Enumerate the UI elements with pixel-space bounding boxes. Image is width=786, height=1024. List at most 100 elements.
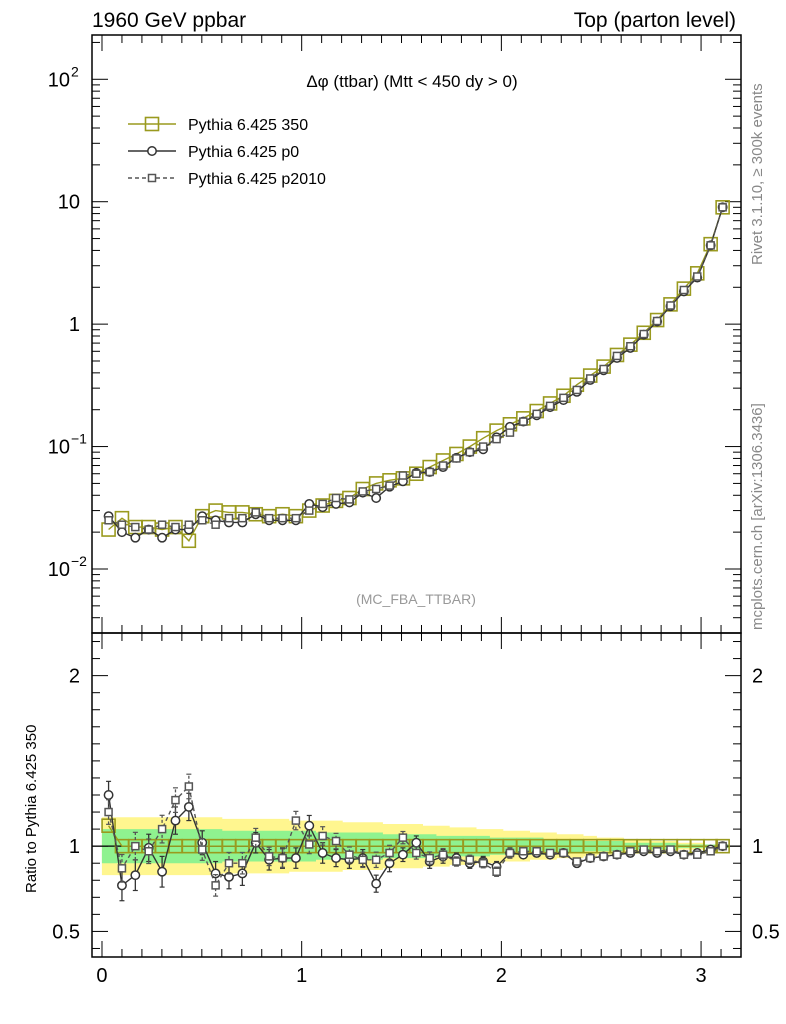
ratio-data-point	[718, 841, 727, 851]
legend-label: Pythia 6.425 350	[188, 117, 308, 134]
ratio-ylabel: Ratio to Pythia 6.425 350	[23, 725, 40, 893]
ratio-data-point	[103, 790, 114, 800]
main-data-point	[385, 481, 394, 490]
main-data-point	[117, 527, 127, 538]
ratio-data-point	[438, 850, 448, 859]
ratio-data-point	[278, 853, 287, 863]
main-data-point	[345, 495, 354, 504]
legend: Pythia 6.425 350 Pythia 6.425 p0 Pythia 6.…	[128, 116, 326, 188]
ratio-data-point	[412, 848, 421, 858]
ratio-data-point	[599, 852, 608, 861]
y-tick-label: 10	[48, 69, 70, 91]
main-data-point	[478, 442, 488, 451]
ratio-tick-label-right: 0.5	[752, 921, 780, 943]
main-series-0	[101, 200, 730, 549]
ratio-data-point	[612, 850, 622, 859]
main-data-point	[532, 409, 541, 419]
main-series-2	[104, 203, 727, 534]
ratio-data-point	[559, 848, 568, 858]
ratio-data-point	[170, 815, 181, 826]
ratio-data-point	[425, 853, 434, 863]
main-data-point	[264, 513, 274, 523]
main-series-line	[108, 207, 724, 539]
legend-entry-0: Pythia 6.425 350	[128, 116, 308, 134]
main-data-point	[211, 520, 220, 529]
main-data-point	[706, 241, 715, 250]
ratio-data-point	[652, 847, 662, 856]
ratio-data-point	[171, 795, 180, 805]
mcplots-label: mcplots.cern.ch [arXiv:1306.3436]	[749, 403, 766, 630]
main-data-point	[693, 272, 702, 281]
ratio-data-point	[197, 845, 207, 854]
ratio-data-point	[210, 868, 221, 879]
x-tick-label: 3	[695, 965, 706, 987]
ratio-data-point	[371, 878, 382, 889]
main-data-point	[171, 522, 180, 532]
ratio-data-point	[532, 847, 541, 856]
ratio-data-point	[572, 857, 582, 866]
main-data-point	[612, 351, 622, 361]
main-data-point	[649, 312, 665, 328]
main-data-point	[599, 364, 608, 374]
main-data-point	[291, 513, 301, 523]
rivet-label: Rivet 3.1.10, ≥ 300k events	[749, 83, 766, 265]
ratio-data-point	[397, 849, 408, 860]
main-data-point	[278, 513, 287, 523]
legend-label: Pythia 6.425 p2010	[188, 171, 326, 188]
ratio-data-point	[706, 847, 715, 856]
ratio-data-point	[715, 838, 730, 854]
main-data-point	[251, 508, 260, 517]
main-data-point	[117, 520, 127, 529]
y-tick-label: 1	[69, 314, 80, 336]
ratio-data-point	[505, 848, 515, 858]
main-data-point	[157, 532, 168, 543]
ratio-data-point	[211, 881, 220, 890]
ratio-data-point	[398, 833, 408, 842]
ratio-data-point	[639, 845, 648, 854]
chart-title: Δφ (ttbar) (Mtt < 450 dy > 0)	[306, 72, 517, 91]
main-data-point	[371, 484, 381, 494]
ratio-data-point	[264, 852, 274, 861]
legend-marker	[147, 173, 157, 183]
ratio-data-point	[305, 840, 314, 849]
main-data-point	[585, 374, 595, 383]
y-tick-exponent: 2	[71, 63, 79, 79]
legend-label: Pythia 6.425 p0	[188, 144, 299, 161]
ratio-data-point	[358, 855, 368, 865]
main-data-point	[197, 516, 207, 525]
x-tick-label: 1	[296, 965, 307, 987]
main-data-point	[545, 401, 555, 411]
ratio-data-point	[304, 820, 315, 831]
main-data-point	[184, 520, 194, 529]
ratio-tick-label-right: 1	[752, 836, 763, 858]
legend-entry-1: Pythia 6.425 p0	[128, 144, 299, 161]
legend-marker	[147, 146, 157, 156]
ratio-data-point	[411, 837, 422, 848]
ratio-data-point	[224, 858, 234, 868]
watermark: (MC_FBA_TTBAR)	[356, 591, 476, 607]
ratio-data-point	[465, 855, 475, 865]
ratio-data-point	[452, 857, 461, 866]
y-tick-label: 10	[48, 559, 70, 581]
ratio-data-point	[385, 848, 394, 858]
ratio-data-point	[626, 847, 635, 856]
main-data-point	[639, 329, 648, 339]
y-tick-exponent: −1	[71, 431, 87, 447]
ratio-data-point	[104, 807, 113, 817]
main-data-point	[425, 467, 434, 477]
ratio-tick-label: 1	[69, 836, 80, 858]
main-data-point	[104, 516, 113, 525]
ratio-data-point	[291, 816, 301, 825]
main-data-point	[331, 493, 341, 503]
legend-entry-2: Pythia 6.425 p2010	[128, 171, 326, 188]
ratio-data-point	[144, 847, 153, 856]
main-data-point	[305, 506, 314, 515]
ratio-data-point	[157, 824, 167, 834]
main-data-point	[652, 316, 662, 326]
main-data-point	[715, 200, 730, 215]
ratio-tick-label-right: 2	[752, 666, 763, 688]
ratio-data-point	[679, 850, 689, 859]
main-data-point	[703, 236, 718, 252]
